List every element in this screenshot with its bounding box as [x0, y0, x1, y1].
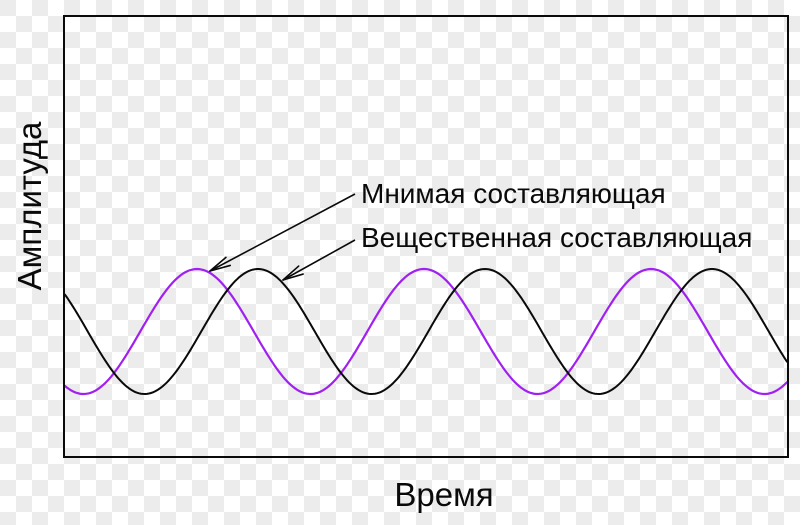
annotation-arrowhead-real — [282, 265, 300, 281]
plot-border — [63, 15, 789, 458]
annotation-arrowhead-real — [282, 273, 304, 281]
wave-real — [64, 267, 788, 396]
annotation-real-label: Вещественная составляющая — [361, 221, 753, 253]
annotation-arrow-real — [282, 239, 356, 281]
y-axis-label: Амплитуда — [11, 121, 49, 291]
annotation-imaginary-label: Мнимая составляющая — [361, 177, 666, 209]
wave-imaginary — [63, 267, 789, 396]
annotation-arrowhead-imaginary — [209, 256, 227, 272]
annotation-arrowhead-imaginary — [209, 264, 232, 272]
annotation-arrow-imaginary — [209, 193, 356, 272]
x-axis-label: Время — [394, 476, 494, 514]
